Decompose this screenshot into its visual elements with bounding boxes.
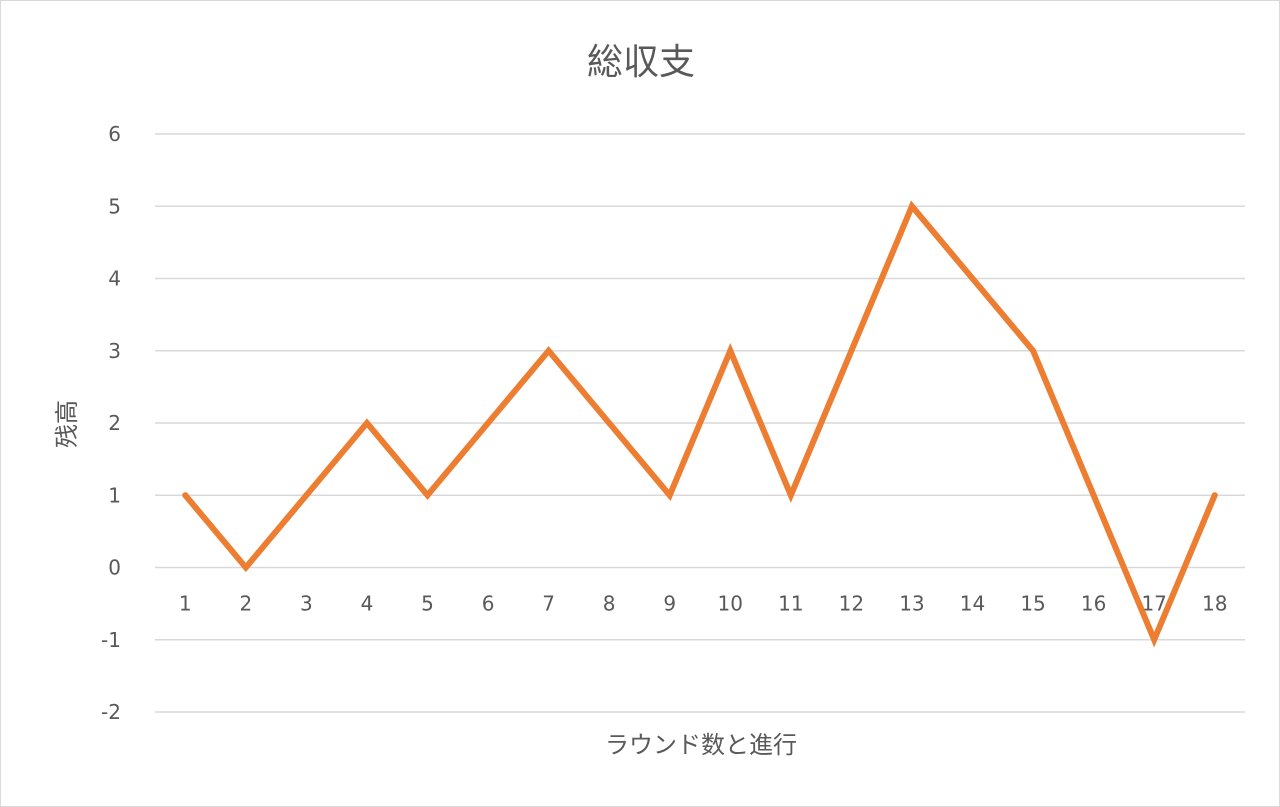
- y-tick-label: 3: [108, 339, 121, 363]
- x-tick-label: 4: [361, 592, 374, 616]
- x-tick-label: 13: [899, 592, 924, 616]
- y-tick-label: -2: [101, 700, 121, 724]
- data-point: [666, 492, 673, 499]
- data-point: [787, 492, 794, 499]
- data-point: [242, 564, 249, 571]
- series-line: [182, 200, 1218, 648]
- x-tick-label: 11: [778, 592, 803, 616]
- x-tick-label: 1: [179, 592, 192, 616]
- x-tick-label: 3: [300, 592, 313, 616]
- data-point: [485, 420, 492, 426]
- x-tick-label: 14: [960, 592, 985, 616]
- data-point: [969, 275, 976, 282]
- y-tick-label: 4: [108, 267, 121, 291]
- x-tick-label: 8: [603, 592, 616, 616]
- y-tick-label: 2: [108, 411, 121, 435]
- data-point: [182, 492, 189, 499]
- x-tick-label: 17: [1141, 592, 1166, 616]
- y-axis-ticks: -2 -1 0 1 2 3 4 5 6: [101, 122, 121, 724]
- data-point: [1090, 492, 1097, 499]
- x-axis-ticks: 1 2 3 4 5 6 7 8 9 10 11 12 13 14 15 16 17 18: [179, 592, 1228, 616]
- x-tick-label: 16: [1081, 592, 1106, 616]
- x-axis-title: ラウンド数と進行: [605, 731, 797, 759]
- data-point: [424, 492, 431, 499]
- data-point: [303, 492, 310, 499]
- y-tick-label: -1: [101, 628, 121, 652]
- data-point: [727, 347, 734, 354]
- data-point: [363, 420, 370, 426]
- x-tick-label: 12: [839, 592, 864, 616]
- data-point: [1151, 636, 1158, 643]
- data-point: [908, 203, 915, 210]
- x-tick-label: 15: [1020, 592, 1045, 616]
- x-tick-label: 2: [239, 592, 252, 616]
- data-point: [545, 347, 552, 354]
- y-tick-label: 5: [108, 194, 121, 218]
- chart-title: 総収支: [587, 42, 695, 83]
- x-tick-label: 7: [542, 592, 555, 616]
- data-point: [1211, 492, 1218, 499]
- x-tick-label: 10: [718, 592, 743, 616]
- y-axis-title: 残高: [53, 400, 81, 448]
- x-tick-label: 9: [663, 592, 676, 616]
- y-tick-label: 1: [108, 483, 121, 507]
- y-tick-label: 6: [108, 122, 121, 146]
- x-tick-label: 18: [1202, 592, 1227, 616]
- series-group: [182, 200, 1218, 648]
- x-tick-label: 6: [482, 592, 495, 616]
- data-point: [606, 420, 613, 426]
- data-point: [848, 347, 855, 354]
- data-point: [1030, 347, 1037, 354]
- y-tick-label: 0: [108, 556, 121, 580]
- x-tick-label: 5: [421, 592, 434, 616]
